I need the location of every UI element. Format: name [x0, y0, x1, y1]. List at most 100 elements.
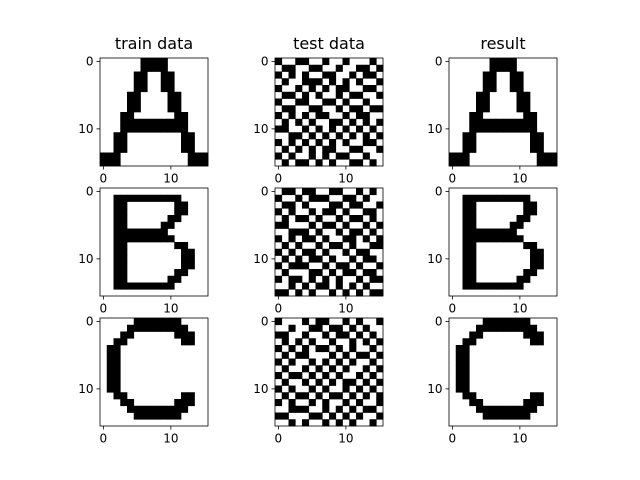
heatmap-cell — [543, 152, 551, 160]
heatmap-cell — [133, 118, 141, 126]
heatmap-cell — [194, 159, 202, 167]
heatmap-cell — [376, 118, 384, 126]
heatmap-cell — [322, 405, 330, 413]
heatmap-cell — [181, 248, 189, 256]
heatmap-cell — [503, 228, 511, 236]
heatmap-cell — [322, 248, 330, 256]
heatmap-cell — [489, 64, 497, 72]
heatmap-cell — [181, 399, 189, 407]
heatmap-cell — [516, 235, 524, 243]
heatmap-cell — [530, 145, 538, 153]
heatmap-cell — [113, 269, 121, 277]
heatmap-cell — [482, 105, 490, 113]
heatmap-cell — [147, 194, 155, 202]
heatmap-cell — [523, 98, 531, 106]
heatmap-cell — [362, 255, 370, 263]
x-tick-label: 0 — [449, 302, 457, 316]
heatmap-cell — [288, 262, 296, 270]
x-tick-label: 10 — [163, 432, 178, 446]
heatmap-cell — [295, 85, 303, 93]
heatmap-cell — [288, 235, 296, 243]
heatmap-cell — [329, 255, 337, 263]
heatmap-cell — [462, 235, 470, 243]
heatmap-cell — [536, 338, 544, 346]
heatmap-cell — [113, 365, 121, 373]
heatmap-cell — [489, 71, 497, 79]
heatmap-cell — [342, 351, 350, 359]
heatmap-cell — [174, 91, 182, 99]
heatmap-cell — [369, 105, 377, 113]
heatmap-cell — [362, 98, 370, 106]
heatmap-cell — [496, 64, 504, 72]
heatmap-cell — [167, 78, 175, 86]
heatmap-cell — [281, 201, 289, 209]
heatmap-cell — [369, 255, 377, 263]
heatmap-cell — [342, 378, 350, 386]
heatmap-cell — [154, 412, 162, 420]
heatmap-cell — [295, 215, 303, 223]
heatmap-cell — [147, 324, 155, 332]
y-tick-label: 0 — [86, 315, 94, 329]
heatmap-cell — [288, 91, 296, 99]
heatmap-cell — [281, 365, 289, 373]
heatmap-cell — [147, 412, 155, 420]
heatmap-cell — [369, 419, 377, 427]
heatmap-cell — [187, 139, 195, 147]
heatmap-cell — [288, 358, 296, 366]
heatmap-cell — [530, 139, 538, 147]
heatmap-cell — [133, 282, 141, 290]
heatmap-cell — [281, 78, 289, 86]
heatmap-cell — [167, 194, 175, 202]
heatmap-cell — [275, 139, 283, 147]
heatmap-cell — [315, 242, 323, 250]
heatmap-cell — [174, 105, 182, 113]
heatmap-cell — [335, 188, 343, 196]
heatmap-cell — [302, 282, 310, 290]
heatmap-cell — [369, 345, 377, 353]
heatmap-cell — [281, 242, 289, 250]
heatmap-cell — [315, 255, 323, 263]
heatmap-cell — [349, 392, 357, 400]
heatmap-cell — [322, 145, 330, 153]
heatmap-cell — [349, 228, 357, 236]
heatmap-cell — [160, 64, 168, 72]
heatmap-cell — [469, 392, 477, 400]
heatmap-cell — [187, 331, 195, 339]
heatmap-cell — [133, 98, 141, 106]
heatmap-cell — [288, 324, 296, 332]
heatmap-cell — [315, 215, 323, 223]
heatmap-cell — [329, 159, 337, 167]
heatmap-cell — [302, 201, 310, 209]
heatmap-cell — [496, 412, 504, 420]
heatmap-cell — [523, 105, 531, 113]
heatmap-cell — [530, 338, 538, 346]
heatmap-cell — [523, 91, 531, 99]
heatmap-cell — [329, 71, 337, 79]
y-tick-label: 0 — [435, 185, 443, 199]
heatmap-cell — [127, 98, 135, 106]
heatmap-cell — [516, 125, 524, 133]
heatmap-cell — [113, 242, 121, 250]
heatmap-cell — [496, 58, 504, 66]
heatmap-cell — [281, 91, 289, 99]
heatmap-cell — [496, 125, 504, 133]
heatmap-cell — [342, 139, 350, 147]
heatmap-cell — [154, 64, 162, 72]
heatmap-cell — [302, 318, 310, 326]
heatmap-cell — [174, 399, 182, 407]
heatmap-cell — [288, 112, 296, 120]
heatmap-cell — [275, 194, 283, 202]
heatmap-cell — [174, 318, 182, 326]
heatmap-cell — [127, 331, 135, 339]
heatmap-cell — [496, 118, 504, 126]
heatmap-cell — [322, 132, 330, 140]
heatmap-cell — [288, 188, 296, 196]
heatmap-cell — [174, 98, 182, 106]
heatmap-cell — [503, 64, 511, 72]
y-tick-label: 10 — [78, 122, 93, 136]
heatmap-cell — [530, 255, 538, 263]
heatmap-cell — [523, 318, 531, 326]
heatmap-cell — [106, 152, 114, 160]
heatmap-cell — [530, 118, 538, 126]
heatmap-cell — [469, 215, 477, 223]
